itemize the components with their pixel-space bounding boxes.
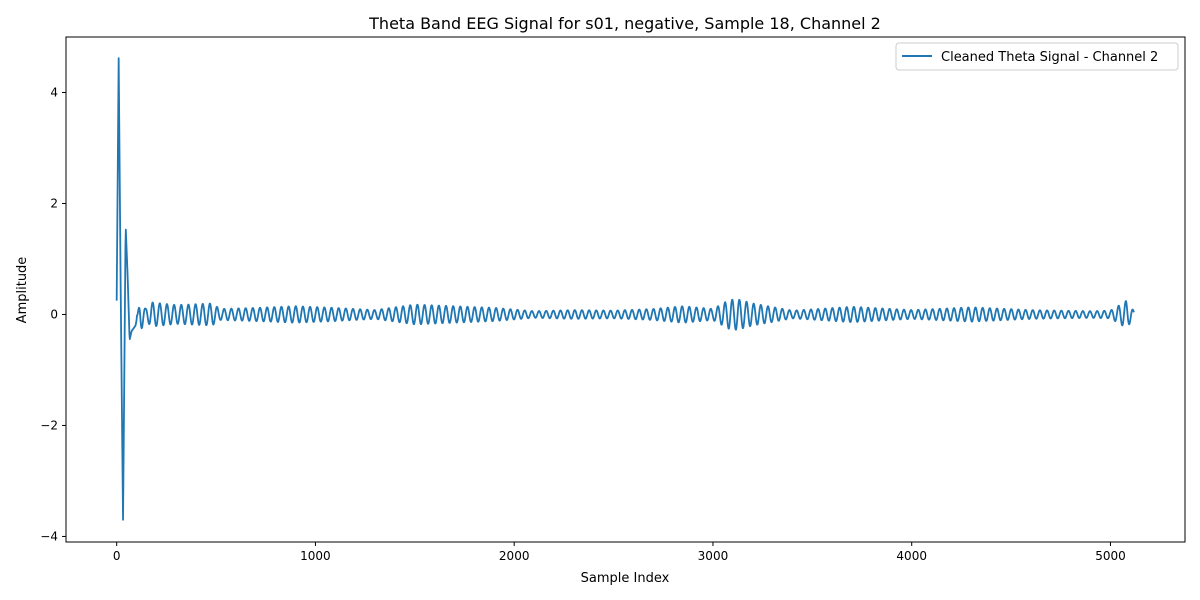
legend-label: Cleaned Theta Signal - Channel 2 (941, 50, 1158, 65)
y-tick-label: −2 (40, 418, 58, 432)
axes-frame (65, 36, 1186, 543)
y-tick-label: 2 (50, 196, 58, 210)
y-tick-label: 4 (50, 85, 58, 99)
y-tick-label: 0 (50, 307, 58, 321)
chart-title: Theta Band EEG Signal for s01, negative,… (368, 14, 881, 33)
y-tick-label: −4 (40, 529, 58, 543)
x-tick-label: 3000 (698, 549, 729, 563)
y-axis: −4 −2 0 2 4 (40, 85, 66, 543)
x-tick-label: 5000 (1095, 549, 1126, 563)
series-line (115, 57, 1135, 521)
x-tick-label: 0 (113, 549, 121, 563)
legend-box (895, 42, 1179, 71)
x-tick-label: 2000 (499, 549, 530, 563)
x-tick-label: 1000 (300, 549, 331, 563)
plot-area (65, 36, 1186, 543)
x-axis: 0 1000 2000 3000 4000 5000 (113, 542, 1126, 563)
y-axis-label: Amplitude (15, 257, 30, 324)
legend: Cleaned Theta Signal - Channel 2 (895, 42, 1179, 71)
x-tick-label: 4000 (896, 549, 927, 563)
x-axis-label: Sample Index (581, 571, 670, 586)
